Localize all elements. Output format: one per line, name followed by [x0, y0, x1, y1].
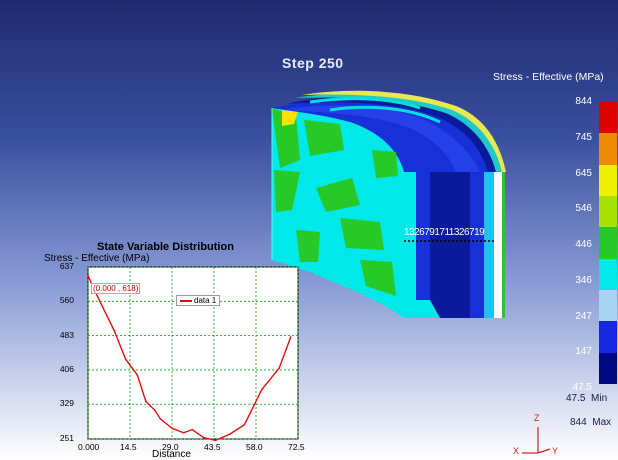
legend-tick-label: 844 — [575, 96, 592, 107]
legend-tick-label: 346 — [575, 274, 592, 286]
data-point — [229, 433, 231, 435]
data-point — [145, 400, 147, 403]
data-point — [214, 439, 217, 442]
plot-title: State Variable Distribution — [97, 241, 234, 253]
data-point — [159, 418, 162, 420]
axes-triad: Z X Y — [510, 413, 560, 458]
y-tick-label: 251 — [59, 433, 74, 443]
axis-z-label: Z — [534, 413, 540, 423]
x-tick-label: 0.000 — [78, 442, 100, 452]
legend-tick-label: 47.5 — [572, 382, 592, 393]
plot-coordinate-readout: (0.000 , 618) — [91, 283, 141, 294]
legend-line-swatch — [180, 299, 192, 302]
step-label: Step 250 — [282, 55, 344, 71]
data-point — [101, 305, 104, 308]
data-point — [87, 274, 89, 277]
y-tick-label: 406 — [59, 363, 74, 374]
data-point — [260, 388, 263, 391]
x-tick-label: 72.5 — [288, 442, 305, 452]
data-point — [203, 436, 205, 439]
legend-tick-label: 446 — [575, 239, 592, 250]
x-tick-label: 58.0 — [246, 442, 263, 452]
min-row: 47.5 Min — [566, 393, 607, 404]
legend-tick-label: 745 — [575, 131, 592, 143]
plot-y-axis-label: Stress - Effective (MPa) — [44, 253, 150, 264]
legend-swatch — [599, 196, 617, 228]
legend-tick-label: 247 — [575, 310, 592, 322]
data-point — [153, 409, 156, 411]
probe-node-labels: 1326791711326719 — [404, 227, 485, 238]
legend-series-label: data 1 — [194, 296, 217, 305]
legend-swatch — [599, 164, 617, 197]
y-tick-label: 560 — [59, 295, 74, 306]
x-tick-label: 29.0 — [162, 442, 179, 452]
plot-x-axis-label: Distance — [152, 449, 191, 460]
axis-y-label: Y — [552, 446, 559, 456]
legend-swatch — [599, 133, 617, 166]
legend-tick-label: 147 — [575, 346, 592, 358]
min-value: 47.5 — [566, 393, 586, 404]
legend-swatch — [599, 321, 617, 354]
data-point — [136, 374, 139, 376]
data-point — [243, 423, 246, 426]
axes-triad-icon — [522, 427, 551, 454]
data-point — [171, 427, 173, 430]
data-point — [113, 329, 115, 332]
legend-swatch — [599, 102, 617, 134]
max-label: Max — [592, 417, 612, 428]
legend-tick-label: 546 — [575, 203, 592, 215]
y-tick-label: 483 — [59, 329, 74, 340]
data-point — [182, 431, 185, 434]
data-point — [278, 367, 280, 369]
x-tick-label: 14.5 — [120, 442, 137, 452]
x-tick-label: 43.5 — [204, 442, 221, 452]
min-label: Min — [591, 393, 608, 404]
data-point — [289, 336, 292, 338]
max-value: 844 — [570, 417, 587, 428]
plot-area[interactable] — [40, 240, 312, 460]
axis-x-label: X — [513, 446, 520, 456]
state-variable-plot-panel[interactable]: State Variable Distribution Stress - Eff… — [40, 240, 312, 460]
legend-tick-label: 645 — [575, 167, 592, 179]
legend-swatch — [599, 352, 617, 385]
legend-swatch — [599, 227, 617, 260]
plot-legend: data 1 — [176, 295, 221, 306]
y-tick-label: 329 — [59, 398, 74, 409]
legend-swatch — [599, 258, 617, 291]
contour-legend-title: Stress - Effective (MPa) — [493, 71, 604, 83]
data-point — [124, 358, 127, 361]
legend-swatch — [599, 290, 617, 322]
data-point — [191, 428, 194, 431]
max-row: 844 Max — [570, 417, 611, 428]
contour-legend-bar — [599, 102, 617, 385]
y-tick-label: 637 — [59, 261, 74, 271]
